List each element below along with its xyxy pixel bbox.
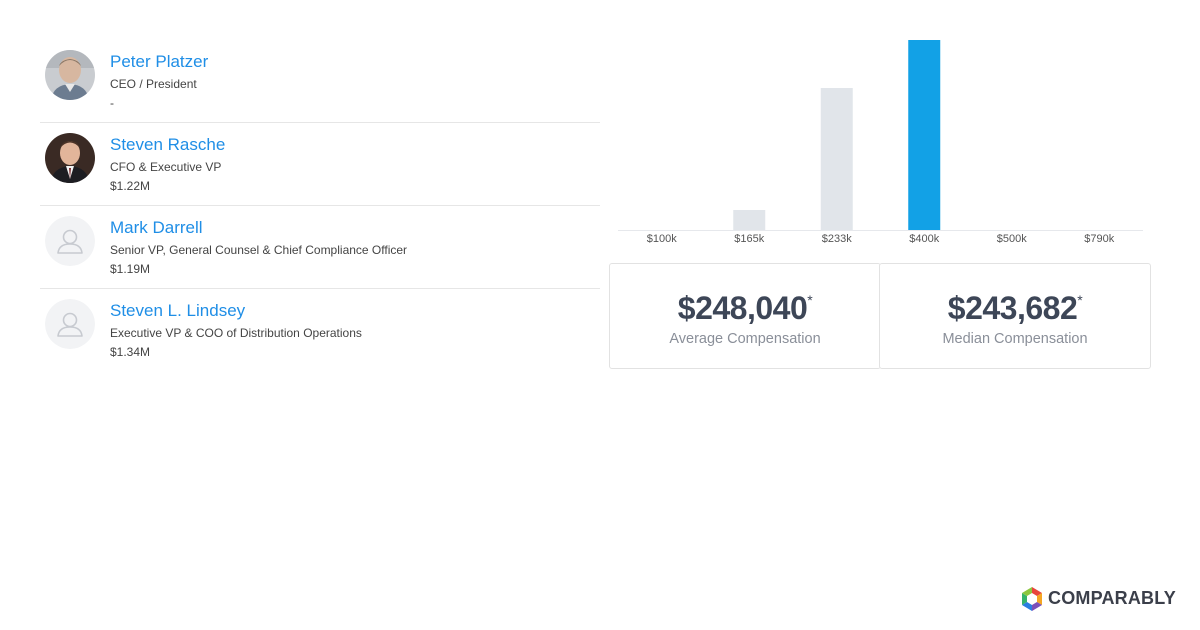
executive-row[interactable]: Steven Rasche CFO & Executive VP $1.22M <box>40 123 600 206</box>
executive-row[interactable]: Mark Darrell Senior VP, General Counsel … <box>40 206 600 289</box>
average-compensation-value: $248,040* <box>610 290 880 327</box>
average-compensation-label: Average Compensation <box>669 331 821 347</box>
executive-compensation: $1.22M <box>110 179 151 193</box>
average-value-text: $248,040 <box>677 290 808 326</box>
median-compensation-card: $243,682* Median Compensation <box>879 263 1151 369</box>
x-tick-label: $233k <box>822 233 852 245</box>
average-compensation-card: $248,040* Average Compensation <box>609 263 881 369</box>
logo-text: COMPARABLY <box>1048 588 1177 608</box>
executive-title: Executive VP & COO of Distribution Opera… <box>110 326 362 340</box>
chart-bar <box>733 210 766 230</box>
executive-name[interactable]: Peter Platzer <box>110 52 209 71</box>
executives-list: Peter Platzer CEO / President - Steven R… <box>40 40 600 372</box>
x-tick-label: $100k <box>647 233 677 245</box>
executive-title: CFO & Executive VP <box>110 160 222 174</box>
placeholder-person-icon <box>45 299 95 349</box>
executive-compensation: $1.19M <box>110 262 151 276</box>
footnote-marker: * <box>807 292 813 308</box>
executive-name[interactable]: Mark Darrell <box>110 218 203 237</box>
x-tick-label: $790k <box>1084 233 1114 245</box>
avatar <box>45 50 95 100</box>
x-tick-label: $165k <box>734 233 764 245</box>
median-compensation-label: Median Compensation <box>942 331 1088 347</box>
footnote-marker: * <box>1077 292 1083 308</box>
executive-name[interactable]: Steven Rasche <box>110 135 226 154</box>
executive-compensation: - <box>110 96 114 110</box>
executive-name[interactable]: Steven L. Lindsey <box>110 301 246 320</box>
executive-compensation: $1.34M <box>110 345 151 359</box>
comparably-logo-icon <box>1022 587 1042 611</box>
executive-title: CEO / President <box>110 77 197 91</box>
median-value-text: $243,682 <box>947 290 1078 326</box>
compensation-chart-svg: $100k $165k $233k $400k $500k $790k <box>618 40 1143 245</box>
placeholder-person-icon <box>45 216 95 266</box>
avatar <box>45 299 95 349</box>
x-tick-label: $500k <box>997 233 1027 245</box>
executive-row[interactable]: Steven L. Lindsey Executive VP & COO of … <box>40 289 600 372</box>
median-compensation-value: $243,682* <box>880 290 1150 327</box>
compensation-chart: $100k $165k $233k $400k $500k $790k <box>618 30 1143 255</box>
executive-title: Senior VP, General Counsel & Chief Compl… <box>110 243 408 257</box>
chart-bar <box>908 40 941 230</box>
avatar <box>45 216 95 266</box>
comparably-logo[interactable]: COMPARABLY <box>1019 586 1184 612</box>
avatar <box>45 133 95 183</box>
x-tick-label: $400k <box>909 233 939 245</box>
executive-row[interactable]: Peter Platzer CEO / President - <box>40 40 600 123</box>
chart-bar <box>820 88 853 230</box>
